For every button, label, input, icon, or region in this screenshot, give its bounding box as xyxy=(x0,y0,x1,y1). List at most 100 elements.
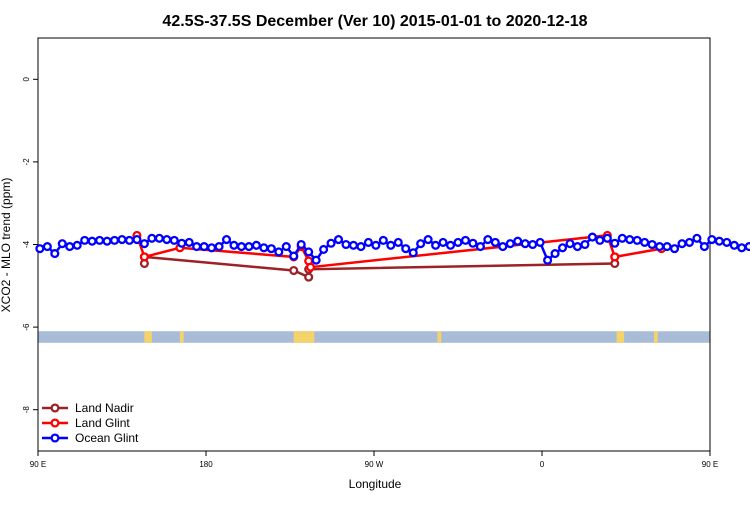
data-point xyxy=(737,243,747,253)
band-base xyxy=(38,331,710,343)
y-tick-label: -4 xyxy=(22,240,31,248)
legend-item: Ocean Glint xyxy=(42,431,139,445)
y-tick-label: 0 xyxy=(22,77,31,82)
data-point xyxy=(729,240,739,250)
data-point xyxy=(371,240,381,250)
data-point xyxy=(684,237,695,247)
data-point xyxy=(565,239,575,249)
data-point xyxy=(744,242,750,252)
data-point xyxy=(296,239,306,250)
data-point xyxy=(147,233,157,243)
data-point xyxy=(214,242,224,252)
data-point xyxy=(251,240,261,250)
data-point xyxy=(341,239,351,250)
y-tick-label: -2 xyxy=(22,158,31,166)
chart-title: 42.5S-37.5S December (Ver 10) 2015-01-01… xyxy=(162,13,587,30)
data-point xyxy=(393,237,403,247)
data-point xyxy=(319,244,329,255)
data-point xyxy=(505,239,515,249)
data-point xyxy=(572,242,583,252)
data-point xyxy=(617,233,627,243)
data-point xyxy=(281,242,291,252)
data-point xyxy=(109,235,120,245)
data-point xyxy=(655,242,665,252)
data-point xyxy=(722,237,732,247)
data-point xyxy=(124,235,135,245)
data-point xyxy=(289,265,299,276)
x-tick-label: 180 xyxy=(199,460,213,469)
data-point xyxy=(557,243,568,253)
data-point xyxy=(333,234,344,245)
data-point xyxy=(229,240,239,250)
x-tick-label: 90 E xyxy=(30,460,46,469)
data-point xyxy=(80,235,90,245)
data-point xyxy=(42,242,52,252)
legend-item: Land Glint xyxy=(42,416,130,430)
legend-label: Ocean Glint xyxy=(75,431,139,445)
data-point xyxy=(65,242,75,252)
data-point xyxy=(475,242,485,252)
data-point xyxy=(550,249,560,259)
data-point xyxy=(378,235,388,245)
data-point xyxy=(311,255,321,265)
data-point xyxy=(647,239,657,250)
data-point xyxy=(348,240,359,250)
y-axis-label: XCO2 - MLO trend (ppm) xyxy=(0,178,13,313)
legend-item: Land Nadir xyxy=(42,401,134,415)
band-highlight xyxy=(293,331,315,343)
data-point xyxy=(423,234,433,245)
data-point xyxy=(35,244,45,254)
legend-swatch-marker xyxy=(50,403,60,413)
data-point xyxy=(236,242,247,252)
data-point xyxy=(259,243,269,253)
data-point xyxy=(662,242,672,252)
band-highlight xyxy=(437,331,442,343)
highlight-band xyxy=(38,331,710,343)
data-point xyxy=(304,247,314,257)
data-point xyxy=(520,239,530,249)
data-point xyxy=(543,255,553,265)
data-point xyxy=(401,244,411,254)
data-point xyxy=(184,237,194,247)
data-point xyxy=(50,249,60,259)
data-point xyxy=(139,239,149,249)
data-point xyxy=(305,262,316,272)
data-point xyxy=(87,236,97,246)
data-point xyxy=(221,234,232,245)
data-point xyxy=(408,248,418,258)
data-point xyxy=(580,239,590,250)
data-point xyxy=(117,234,127,245)
data-point xyxy=(192,242,202,252)
data-point xyxy=(610,252,620,262)
legend-label: Land Glint xyxy=(75,416,130,430)
band-highlight xyxy=(179,331,184,343)
data-point xyxy=(513,236,523,246)
data-point xyxy=(95,235,105,245)
data-point xyxy=(692,233,702,243)
data-point xyxy=(57,239,67,249)
x-tick-label: 0 xyxy=(540,460,545,469)
y-tick-label: -8 xyxy=(22,406,31,414)
legend-swatch-marker xyxy=(50,433,60,443)
data-point xyxy=(595,235,605,245)
data-point xyxy=(386,240,396,250)
x-tick-label: 90 E xyxy=(702,460,718,469)
data-point xyxy=(707,234,717,245)
band-highlight xyxy=(144,331,152,343)
data-point xyxy=(445,240,456,250)
data-point xyxy=(132,234,142,245)
legend-label: Land Nadir xyxy=(75,401,134,415)
data-point xyxy=(244,242,254,252)
band-highlight xyxy=(654,331,658,343)
data-point xyxy=(669,244,680,254)
data-point xyxy=(460,235,471,245)
data-point xyxy=(154,233,164,243)
data-point xyxy=(177,238,187,248)
data-point xyxy=(162,234,172,245)
data-point xyxy=(72,240,82,250)
x-tick-label: 90 W xyxy=(365,460,384,469)
data-point xyxy=(356,242,366,252)
data-point xyxy=(199,242,209,252)
